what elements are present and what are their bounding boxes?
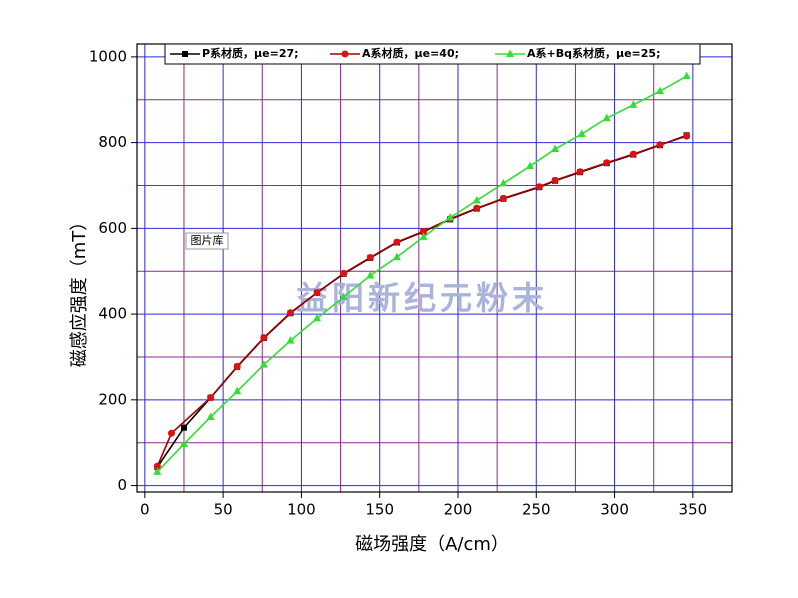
point <box>207 394 215 402</box>
point <box>535 183 543 191</box>
point <box>167 429 175 437</box>
point <box>286 309 294 317</box>
legend-label: A系+Bq系材质，μe=25; <box>527 46 660 60</box>
y-tick-label: 800 <box>98 133 127 151</box>
point <box>420 227 428 235</box>
y-tick-label: 200 <box>98 390 127 408</box>
point <box>366 271 375 279</box>
point <box>526 161 535 170</box>
point <box>339 292 348 300</box>
point <box>682 71 691 80</box>
point <box>286 336 295 344</box>
point <box>153 462 161 470</box>
point <box>473 204 481 212</box>
point <box>260 334 268 342</box>
point <box>393 238 401 246</box>
legend-marker <box>341 50 349 58</box>
point <box>603 159 611 167</box>
point <box>366 253 374 261</box>
point <box>392 252 401 261</box>
point <box>259 360 268 368</box>
point <box>602 113 611 122</box>
y-tick-label: 0 <box>117 476 127 494</box>
legend-label: P系材质，μe=27; <box>202 46 299 60</box>
series-line <box>156 75 687 473</box>
x-tick-label: 0 <box>140 501 150 519</box>
plot-frame <box>136 43 733 493</box>
legend-marker <box>182 51 188 57</box>
x-tick-label: 250 <box>522 501 551 519</box>
legend-marker <box>506 49 514 57</box>
point <box>551 176 559 184</box>
point <box>683 132 691 140</box>
x-tick-label: 50 <box>214 501 233 519</box>
point <box>313 313 322 322</box>
point <box>499 194 507 202</box>
point <box>179 439 188 447</box>
point <box>419 232 428 240</box>
point <box>446 213 455 221</box>
y-axis-label: 磁感应强度（mT） <box>69 213 90 368</box>
point <box>656 141 664 149</box>
point <box>233 386 242 395</box>
point <box>629 150 637 158</box>
x-tick-label: 150 <box>365 501 394 519</box>
point <box>153 467 162 475</box>
point <box>180 424 187 431</box>
point <box>576 168 584 176</box>
watermark: 益阳新纪元粉末 <box>296 279 548 317</box>
point <box>472 195 481 204</box>
x-axis-label: 磁场强度（A/cm） <box>355 534 509 555</box>
y-tick-label: 600 <box>98 219 127 237</box>
label: 图片库 <box>191 234 224 247</box>
point <box>313 289 321 297</box>
x-tick-label: 100 <box>287 501 316 519</box>
x-tick-label: 200 <box>444 501 473 519</box>
legend-label: A系材质，μe=40; <box>362 46 459 60</box>
legend-box <box>164 43 701 65</box>
x-tick-label: 350 <box>679 501 708 519</box>
point <box>655 86 664 95</box>
point <box>551 144 560 153</box>
y-tick-label: 400 <box>98 305 127 323</box>
point <box>499 178 508 187</box>
y-tick-label: 1000 <box>89 47 127 65</box>
point <box>206 412 215 420</box>
label-box <box>185 232 229 250</box>
point <box>577 129 586 138</box>
point <box>233 362 241 370</box>
x-tick-label: 300 <box>600 501 629 519</box>
point <box>629 100 638 108</box>
point <box>340 269 348 277</box>
